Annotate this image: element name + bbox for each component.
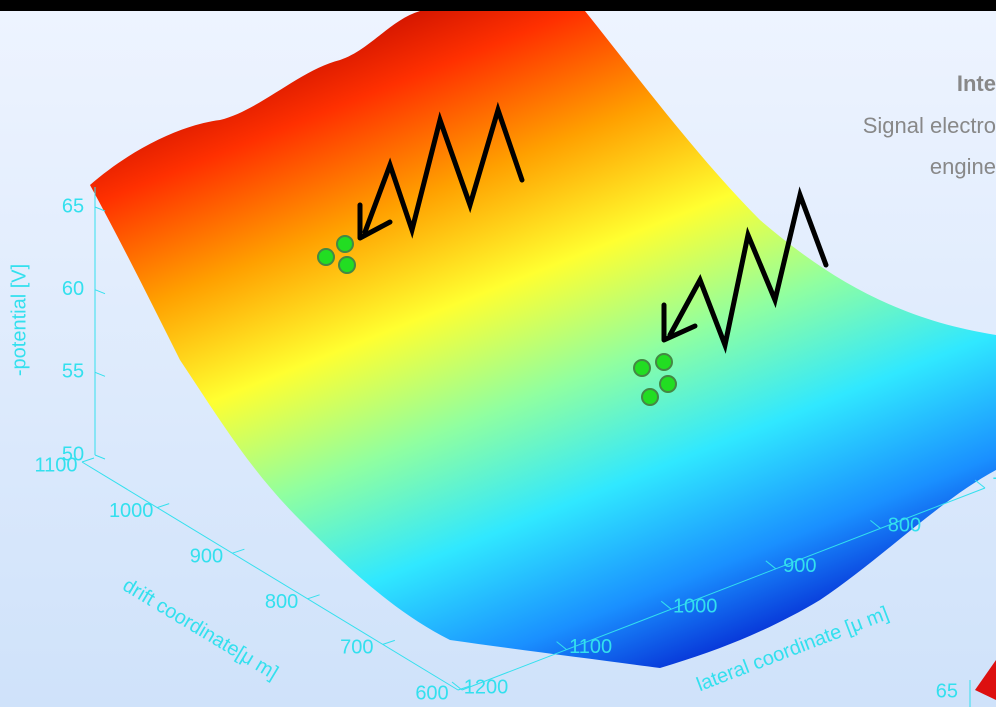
top-bar — [0, 0, 996, 11]
electron — [634, 360, 650, 376]
x-tick-label: 800 — [888, 515, 921, 537]
electron — [337, 236, 353, 252]
x-tick-label: 1100 — [569, 636, 612, 658]
inset-tick-label: 65 — [936, 680, 958, 702]
x-tick-label: 700 — [992, 474, 996, 496]
y-tick-label: 600 — [415, 682, 448, 704]
z-axis-label: -potential [V] — [8, 264, 30, 376]
x-tick-label: 900 — [783, 555, 816, 577]
z-tick-label: 60 — [62, 278, 84, 300]
x-tick-label: 1200 — [464, 676, 509, 698]
y-tick-label: 900 — [190, 545, 223, 567]
y-tick-label: 700 — [340, 637, 373, 659]
x-tick-label: 1000 — [673, 595, 718, 617]
y-tick-label: 1000 — [109, 500, 154, 522]
electron — [642, 389, 658, 405]
electron — [656, 354, 672, 370]
electron — [339, 257, 355, 273]
z-tick-label: 65 — [62, 195, 84, 217]
y-tick-label: 1100 — [34, 454, 77, 476]
slide: Inte Signal electro engine 65 -potential… — [0, 0, 996, 707]
electron — [318, 249, 334, 265]
annotation: engine — [930, 154, 996, 179]
electron — [660, 376, 676, 392]
annotation: Signal electro — [863, 113, 996, 138]
annotation: Inte — [957, 71, 996, 96]
z-tick-label: 55 — [62, 361, 84, 383]
y-tick-label: 800 — [265, 591, 298, 613]
